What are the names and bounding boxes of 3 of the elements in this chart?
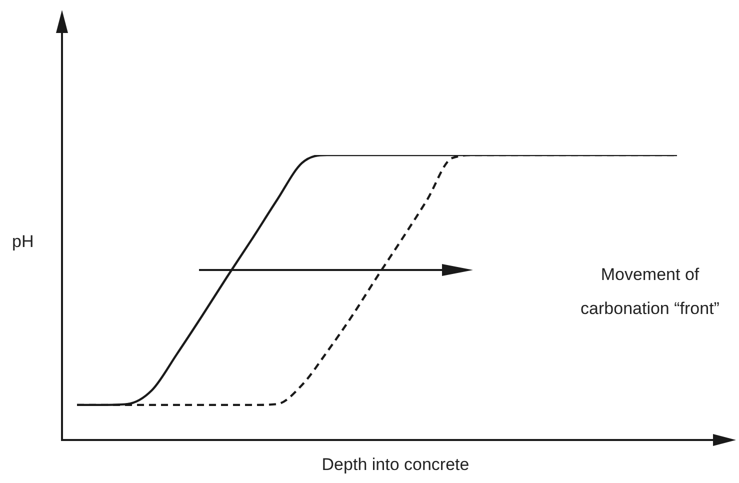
annotation: Movement of carbonation “front”	[580, 264, 720, 320]
x-axis-title: Depth into concrete	[320, 455, 470, 475]
y-axis-title: pH	[12, 232, 34, 252]
